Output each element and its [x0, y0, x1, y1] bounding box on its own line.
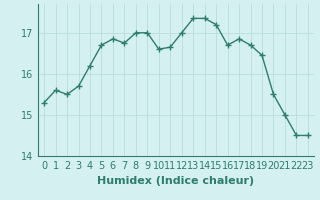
X-axis label: Humidex (Indice chaleur): Humidex (Indice chaleur)	[97, 176, 255, 186]
